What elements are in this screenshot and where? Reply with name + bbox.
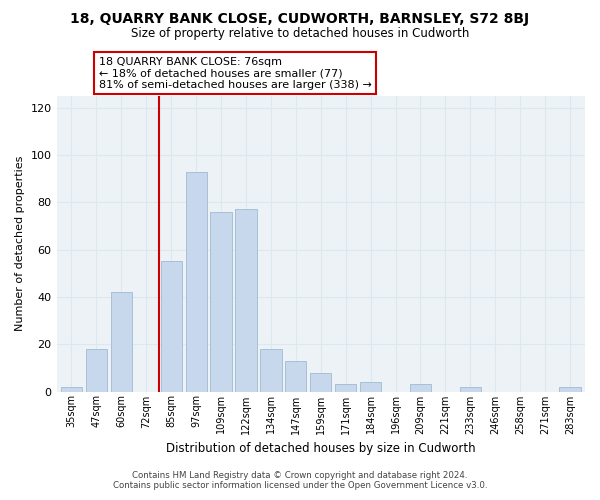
Bar	[111, 292, 132, 392]
Bar	[211, 212, 232, 392]
Bar	[335, 384, 356, 392]
Bar	[161, 262, 182, 392]
X-axis label: Distribution of detached houses by size in Cudworth: Distribution of detached houses by size …	[166, 442, 476, 455]
Text: Contains HM Land Registry data © Crown copyright and database right 2024.
Contai: Contains HM Land Registry data © Crown c…	[113, 470, 487, 490]
Text: 18 QUARRY BANK CLOSE: 76sqm
← 18% of detached houses are smaller (77)
81% of sem: 18 QUARRY BANK CLOSE: 76sqm ← 18% of det…	[99, 57, 371, 90]
Bar	[86, 349, 107, 392]
Text: Size of property relative to detached houses in Cudworth: Size of property relative to detached ho…	[131, 28, 469, 40]
Bar	[410, 384, 431, 392]
Bar	[310, 372, 331, 392]
Bar	[460, 387, 481, 392]
Text: 18, QUARRY BANK CLOSE, CUDWORTH, BARNSLEY, S72 8BJ: 18, QUARRY BANK CLOSE, CUDWORTH, BARNSLE…	[70, 12, 530, 26]
Y-axis label: Number of detached properties: Number of detached properties	[15, 156, 25, 332]
Bar	[235, 210, 257, 392]
Bar	[559, 387, 581, 392]
Bar	[61, 387, 82, 392]
Bar	[360, 382, 381, 392]
Bar	[260, 349, 281, 392]
Bar	[285, 361, 307, 392]
Bar	[185, 172, 207, 392]
